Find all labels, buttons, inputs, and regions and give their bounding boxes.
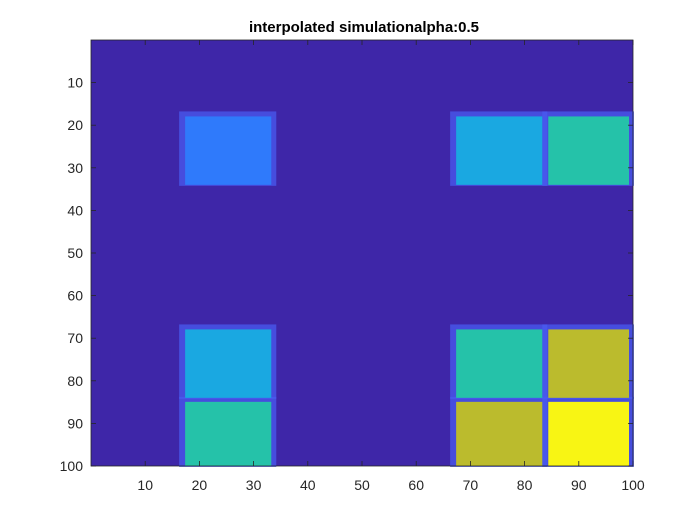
x-tick-label: 50 xyxy=(354,477,370,493)
x-tick-label: 70 xyxy=(463,477,479,493)
y-tick-label: 60 xyxy=(67,288,83,304)
y-tick-label: 90 xyxy=(67,415,83,431)
heatmap-cell xyxy=(456,116,543,185)
x-tick-label: 40 xyxy=(300,477,316,493)
x-tick-label: 20 xyxy=(192,477,208,493)
x-tick-label: 80 xyxy=(517,477,533,493)
heatmap-cell xyxy=(456,401,543,466)
y-tick-label: 40 xyxy=(67,202,83,218)
y-tick-label: 50 xyxy=(67,245,83,261)
x-tick-label: 60 xyxy=(408,477,424,493)
y-tick-label: 20 xyxy=(67,117,83,133)
heatmap-cell xyxy=(456,329,543,398)
y-tick-label: 100 xyxy=(60,458,84,474)
x-tick-label: 90 xyxy=(571,477,587,493)
y-tick-label: 30 xyxy=(67,160,83,176)
y-tick-label: 10 xyxy=(67,75,83,91)
heatmap-cell xyxy=(548,116,629,185)
chart-title: interpolated simulationalpha:0.5 xyxy=(249,19,479,36)
x-tick-label: 30 xyxy=(246,477,262,493)
plot-area xyxy=(90,39,634,467)
heatmap-cell xyxy=(185,329,272,398)
heatmap-cell xyxy=(548,401,629,466)
heatmap-cell xyxy=(185,401,272,466)
x-tick-label: 100 xyxy=(621,477,645,493)
axis-ticks: 10 20 30 40 50 60 70 80 90 100 10 20 30 40 50 60 70 80 90 1… xyxy=(60,40,645,493)
heatmap-cell xyxy=(548,329,629,398)
y-tick-label: 70 xyxy=(67,330,83,346)
y-tick-label: 80 xyxy=(67,373,83,389)
x-tick-label: 10 xyxy=(137,477,153,493)
heatmap-cell xyxy=(185,116,272,185)
